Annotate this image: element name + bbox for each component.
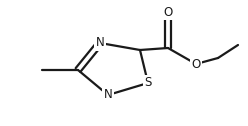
Text: N: N <box>96 37 104 50</box>
Text: N: N <box>104 88 112 102</box>
Text: O: O <box>163 6 173 19</box>
Text: S: S <box>144 76 152 89</box>
Text: O: O <box>191 57 201 71</box>
